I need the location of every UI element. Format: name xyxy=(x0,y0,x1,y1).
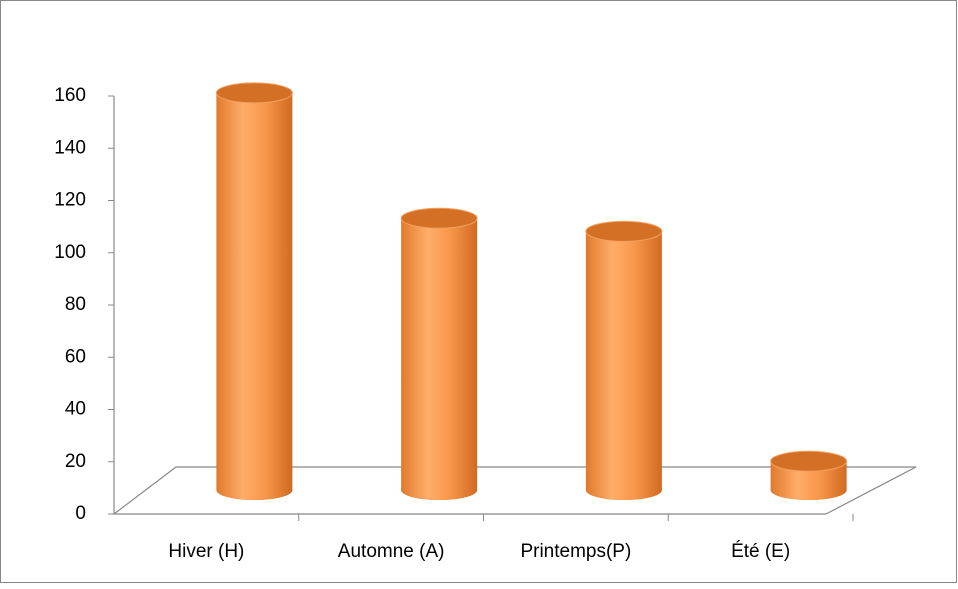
y-tick-label: 160 xyxy=(54,85,86,106)
y-tick-label: 0 xyxy=(75,503,86,524)
x-tick-label: Automne (A) xyxy=(338,541,445,562)
y-tick-label: 140 xyxy=(54,137,86,158)
x-tick-label: Été (E) xyxy=(731,541,790,562)
bar xyxy=(770,461,847,500)
bar xyxy=(585,231,662,500)
bar-top xyxy=(585,220,663,242)
y-tick-label: 20 xyxy=(65,451,86,472)
bar xyxy=(216,92,293,501)
y-tick-label: 100 xyxy=(54,242,86,263)
bar xyxy=(401,218,478,501)
x-tick-label: Printemps(P) xyxy=(520,541,631,562)
y-tick-label: 120 xyxy=(54,190,86,211)
bar-top xyxy=(400,207,478,229)
y-tick-label: 80 xyxy=(65,294,86,315)
bar-top xyxy=(770,450,848,472)
x-tick-label: Hiver (H) xyxy=(168,541,244,562)
y-tick-label: 60 xyxy=(65,346,86,367)
floor xyxy=(113,466,917,515)
y-tick-label: 40 xyxy=(65,399,86,420)
bar-top xyxy=(215,82,293,104)
